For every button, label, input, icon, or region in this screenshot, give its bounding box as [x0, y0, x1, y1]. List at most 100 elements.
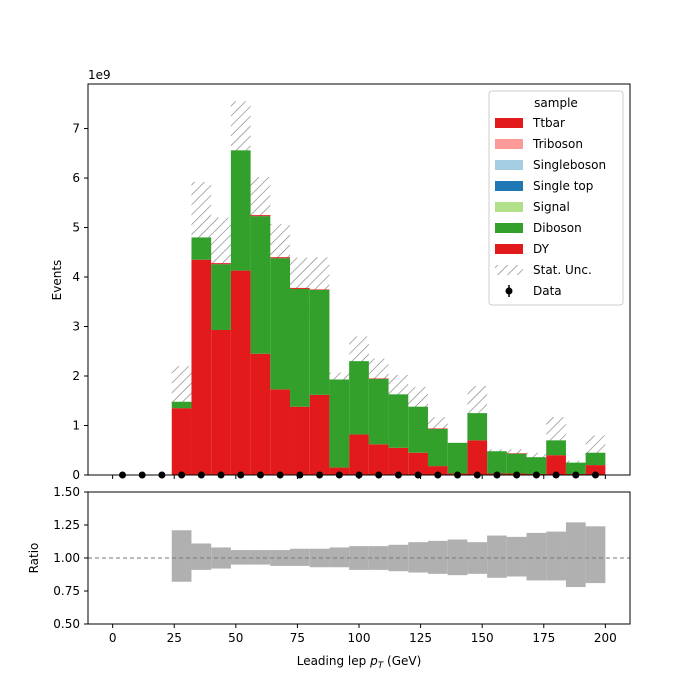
bar-diboson — [270, 258, 291, 390]
y-tick-label: 1 — [72, 419, 80, 433]
ratio-x-ticks: 0 25 50 75 100 125 150 175 200 — [109, 624, 617, 645]
bar-diboson — [585, 452, 606, 466]
x-tick-label: 0 — [109, 631, 117, 645]
ratio-unc-segment — [250, 550, 271, 565]
x-tick-label: 75 — [290, 631, 305, 645]
bar-dy — [585, 465, 606, 475]
bar-diboson — [546, 440, 566, 456]
legend-swatch — [495, 139, 523, 149]
x-axis-label-symbol: p — [369, 654, 378, 668]
legend-label: Singleboson — [533, 158, 606, 172]
ratio-unc-segment — [447, 539, 468, 576]
ratio-unc-segment — [329, 547, 350, 568]
legend-label: Signal — [533, 200, 570, 214]
y-tick-label: 7 — [72, 122, 80, 136]
ratio-y-tick-label: 0.50 — [53, 617, 80, 631]
bar-dy — [388, 447, 409, 475]
x-axis-label-sub: T — [378, 661, 385, 671]
bar-diboson — [565, 462, 586, 475]
bar-diboson — [191, 237, 212, 260]
x-tick-label: 125 — [409, 631, 432, 645]
ratio-y-tick-label: 1.50 — [53, 485, 80, 499]
main-y-ticks: 0 1 2 3 4 5 6 7 — [72, 122, 88, 482]
ratio-y-tick-label: 1.25 — [53, 518, 80, 532]
bar-diboson — [408, 406, 428, 453]
bar-dy — [329, 467, 350, 475]
legend-label: Triboson — [532, 137, 583, 151]
bar-diboson — [211, 264, 231, 330]
bar-diboson — [230, 150, 251, 271]
y-offset-label: 1e9 — [88, 68, 111, 82]
ratio-unc-segment — [526, 532, 547, 581]
legend-swatch — [495, 244, 523, 254]
ratio-unc-segment — [506, 536, 527, 577]
legend-label: Stat. Unc. — [533, 263, 592, 277]
bar-ttbar — [290, 287, 310, 289]
bar-diboson — [368, 378, 389, 445]
x-tick-label: 175 — [532, 631, 555, 645]
legend-data-marker — [505, 287, 513, 295]
ratio-y-axis-label: Ratio — [27, 543, 41, 574]
bar-diboson — [250, 216, 271, 354]
ratio-unc-segment — [230, 550, 251, 565]
bar-diboson — [487, 451, 507, 474]
legend-label: DY — [533, 242, 550, 256]
bar-diboson — [447, 442, 468, 474]
ratio-unc-segment — [408, 542, 428, 573]
legend-swatch — [495, 118, 523, 128]
ratio-unc-segment — [171, 530, 192, 582]
bar-dy — [270, 389, 291, 475]
bar-diboson — [329, 379, 350, 468]
ratio-unc-segment — [191, 543, 212, 570]
main-y-axis-label: Events — [50, 260, 64, 301]
x-tick-label: 50 — [228, 631, 243, 645]
ratio-unc-segment — [585, 526, 606, 584]
ratio-unc-segment — [546, 531, 566, 581]
ratio-unc-segment — [290, 548, 310, 566]
bar-dy — [171, 408, 192, 475]
bar-dy — [546, 455, 566, 475]
bar-diboson — [171, 401, 192, 409]
legend-title: sample — [534, 96, 578, 110]
legend-swatch-stat-unc — [495, 265, 523, 275]
legend-items: Ttbar Triboson Singleboson Single top Signal… — [495, 116, 606, 298]
ratio-unc-segment — [467, 542, 488, 574]
ratio-y-tick-label: 1.00 — [53, 551, 80, 565]
x-tick-label: 200 — [594, 631, 617, 645]
y-tick-label: 3 — [72, 320, 80, 334]
ratio-unc-segment — [427, 540, 448, 574]
bar-dy — [309, 394, 330, 475]
legend-label: Diboson — [533, 221, 582, 235]
x-axis-label-main: Leading lep — [297, 654, 370, 668]
legend-swatch — [495, 202, 523, 212]
bar-dy — [368, 444, 389, 475]
y-tick-label: 2 — [72, 369, 80, 383]
bar-dy — [250, 353, 271, 475]
bar-diboson — [506, 453, 527, 474]
stacked-bars — [171, 150, 606, 475]
bar-diboson — [349, 361, 369, 435]
bar-dy — [349, 434, 369, 475]
legend-label: Single top — [533, 179, 593, 193]
legend-label: Ttbar — [532, 116, 565, 130]
x-tick-label: 100 — [348, 631, 371, 645]
bar-ttbar — [270, 257, 291, 259]
legend: sample Ttbar Triboson Singleboson Single to… — [488, 90, 624, 306]
bar-diboson — [309, 289, 330, 395]
bar-dy — [211, 329, 231, 475]
main-x-ticks — [112, 475, 606, 479]
bar-dy — [408, 452, 428, 475]
ratio-unc-segment — [487, 535, 507, 578]
bar-diboson — [467, 413, 488, 441]
bar-ttbar — [250, 215, 271, 217]
bar-diboson — [526, 457, 547, 475]
y-tick-label: 0 — [72, 468, 80, 482]
ratio-unc-segment — [349, 546, 369, 570]
y-tick-label: 6 — [72, 171, 80, 185]
legend-label: Data — [533, 284, 562, 298]
ratio-y-ticks: 0.50 0.75 1.00 1.25 1.50 — [53, 485, 88, 631]
y-tick-label: 5 — [72, 221, 80, 235]
y-tick-label: 4 — [72, 270, 80, 284]
ratio-panel: 0.50 0.75 1.00 1.25 1.50 0 25 50 75 100 125 150 175… — [27, 485, 631, 671]
